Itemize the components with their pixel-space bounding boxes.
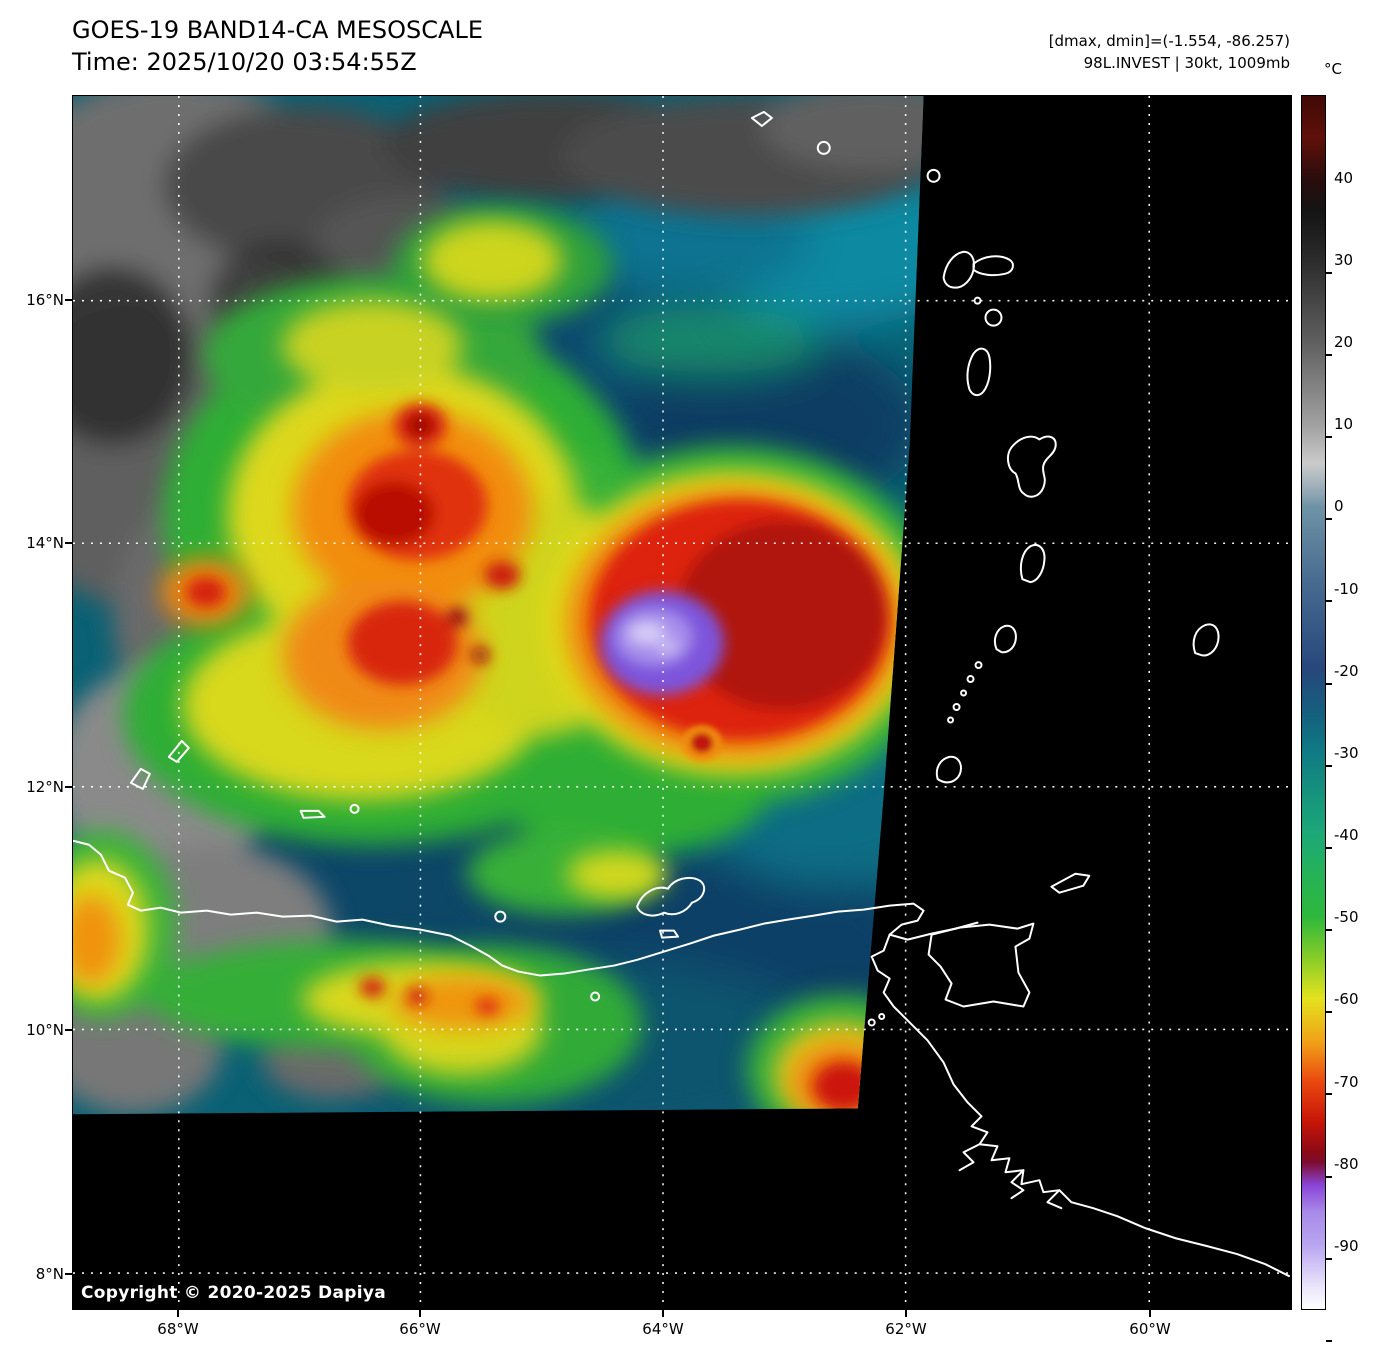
colorbar-tick-label: -70 (1334, 1073, 1359, 1091)
timestamp: Time: 2025/10/20 03:54:55Z (72, 48, 417, 76)
colorbar-tick (1326, 600, 1332, 602)
copyright-text: Copyright © 2020-2025 Dapiya (81, 1283, 386, 1303)
colorbar-tick (1326, 436, 1332, 438)
title-block: GOES-19 BAND14-CA MESOSCALE Time: 2025/1… (72, 14, 483, 78)
colorbar-tick (1326, 1340, 1332, 1342)
colorbar (1301, 95, 1326, 1310)
annotation-block: [dmax, dmin]=(-1.554, -86.257) 98L.INVES… (1049, 30, 1290, 74)
axis-tick (65, 542, 72, 544)
cold-core-purple (600, 591, 724, 696)
axis-tick (65, 1273, 72, 1275)
small-convective-cell (682, 724, 722, 761)
barbados-island (1192, 623, 1220, 657)
satellite-image (73, 96, 1291, 1309)
colorbar-tick-label: -40 (1334, 826, 1359, 844)
axis-tick (177, 1310, 179, 1317)
bonaire-island (129, 767, 151, 790)
axis-tick (65, 786, 72, 788)
axis-tick (1149, 1310, 1151, 1317)
satellite-map[interactable]: Copyright © 2020-2025 Dapiya (72, 95, 1292, 1310)
colorbar-tick-label: 0 (1334, 497, 1344, 515)
st-vincent-island (993, 624, 1017, 654)
lat-label: 8°N (35, 1265, 64, 1283)
trinidad-island (927, 922, 1035, 1008)
colorbar-tick (1326, 847, 1332, 849)
storm-cloud-mass (185, 403, 890, 1111)
dominica-island (966, 347, 992, 397)
colorbar-tick-label: -20 (1334, 662, 1359, 680)
st-lucia-island (1019, 544, 1046, 584)
storm-info: 98L.INVEST | 30kt, 1009mb (1083, 54, 1290, 72)
lon-label: 62°W (885, 1320, 927, 1338)
orinoco-delta-coastline (870, 933, 1291, 1278)
colorbar-tick (1326, 354, 1332, 356)
lat-label: 10°N (26, 1021, 64, 1039)
colorbar-tick-label: 10 (1334, 415, 1354, 433)
tobago-island (1050, 872, 1091, 894)
lat-label: 12°N (26, 778, 64, 796)
data-sector (73, 96, 924, 1115)
axis-tick (65, 299, 72, 301)
colorbar-tick-label: 30 (1334, 251, 1354, 269)
lon-label: 60°W (1129, 1320, 1171, 1338)
martinique-island (1006, 435, 1057, 498)
colorbar-tick-label: -50 (1334, 908, 1359, 926)
colorbar-tick (1326, 1258, 1332, 1260)
axis-tick (662, 1310, 664, 1317)
colorbar-unit-label: °C (1324, 60, 1342, 78)
colorbar-tick (1326, 683, 1332, 685)
range-info: [dmax, dmin]=(-1.554, -86.257) (1048, 32, 1290, 50)
colorbar-tick (1326, 1176, 1332, 1178)
lon-label: 64°W (642, 1320, 684, 1338)
grenada-island (935, 755, 962, 784)
lon-label: 66°W (399, 1320, 441, 1338)
colorbar-tick-label: -90 (1334, 1237, 1359, 1255)
colorbar-tick-label: -30 (1334, 744, 1359, 762)
axis-tick (419, 1310, 421, 1317)
colorbar-tick-label: -10 (1334, 580, 1359, 598)
colorbar-tick (1326, 1011, 1332, 1013)
colorbar-tick-label: 40 (1334, 169, 1354, 187)
colorbar-tick-label: -80 (1334, 1155, 1359, 1173)
colorbar-tick (1326, 1093, 1332, 1095)
curacao-island (167, 739, 190, 763)
lon-label: 68°W (157, 1320, 199, 1338)
product-title: GOES-19 BAND14-CA MESOSCALE (72, 16, 483, 44)
colorbar-tick (1326, 765, 1332, 767)
lat-label: 16°N (26, 291, 64, 309)
axis-tick (905, 1310, 907, 1317)
colorbar-tick-label: 20 (1334, 333, 1354, 351)
margarita-island (636, 876, 706, 917)
lat-label: 14°N (26, 534, 64, 552)
venezuela-coastline (73, 839, 979, 977)
coastlines (73, 110, 1291, 1278)
axis-tick (65, 1029, 72, 1031)
colorbar-tick (1326, 272, 1332, 274)
colorbar-tick (1326, 518, 1332, 520)
colorbar-tick-label: -60 (1334, 990, 1359, 1008)
colorbar-tick (1326, 929, 1332, 931)
